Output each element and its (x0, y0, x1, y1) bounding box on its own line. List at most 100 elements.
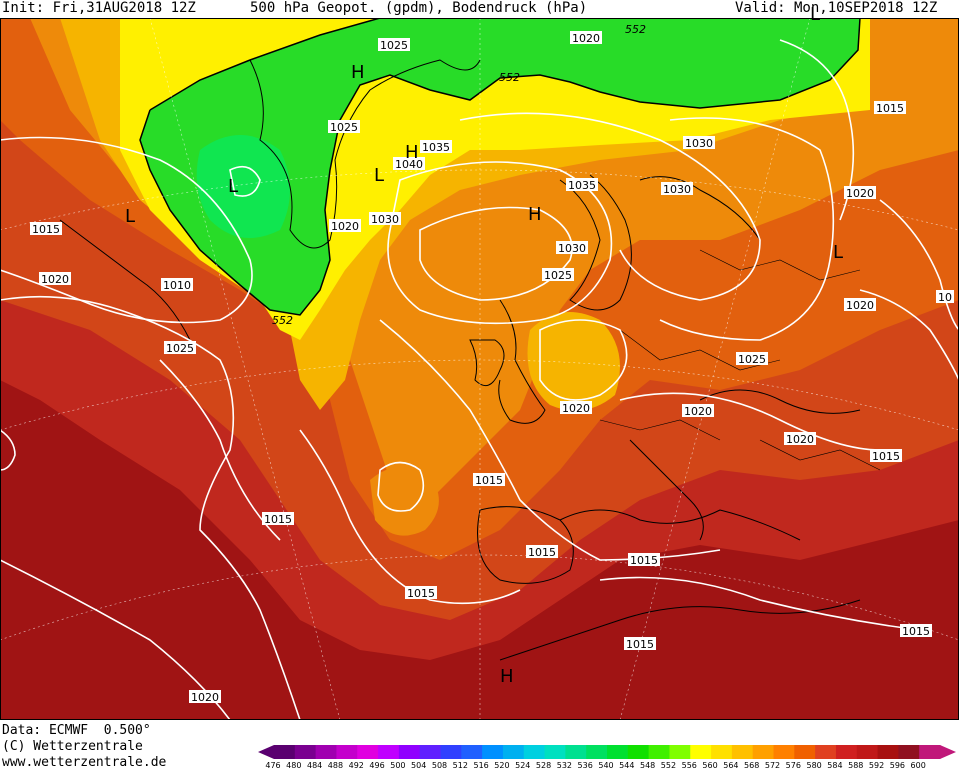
isobar-value: 1015 (876, 102, 904, 115)
isobar-value: 1020 (846, 187, 874, 200)
isobar-label: 1025 (542, 268, 574, 282)
colorbar-cell (586, 745, 608, 759)
colorbar-tick-label: 576 (786, 761, 801, 770)
isobar-value: 10 (938, 291, 952, 304)
colorbar-tick-label: 504 (411, 761, 426, 770)
isobar-value: 552 (499, 71, 520, 84)
colorbar-cell (378, 745, 400, 759)
colorbar-tick-label: 568 (744, 761, 759, 770)
colorbar-tick-label: 520 (494, 761, 509, 770)
colorbar-tick-label: 552 (661, 761, 676, 770)
colorbar: 476 480 484 488 492 496 500 504 508 512 516 520 524 5… (258, 745, 956, 770)
colorbar-tick-label: 484 (307, 761, 322, 770)
colorbar-cell (523, 745, 546, 759)
isobar-label: 1015 (526, 545, 558, 559)
colorbar-cell (357, 745, 379, 759)
isobars (0, 39, 959, 720)
contour-label: 552 (625, 23, 646, 36)
isobar-value: 1020 (191, 691, 219, 704)
colorbar-cell (690, 745, 712, 759)
website-url: www.wetterzentrale.de (2, 755, 167, 770)
colorbar-cell (919, 745, 941, 759)
isobar-value: 552 (625, 23, 646, 36)
shade-orange-blob (370, 466, 439, 536)
colorbar-cell (315, 745, 337, 759)
isobar-value: 1010 (163, 279, 191, 292)
colorbar-cell (648, 745, 670, 759)
isobar-label: 1015 (405, 586, 437, 600)
colorbar-tick-label: 500 (390, 761, 405, 770)
colorbar-tick-label: 516 (473, 761, 488, 770)
isobar-label: 1030 (556, 241, 588, 255)
colorbar-tick-label: 536 (578, 761, 593, 770)
colorbar-cell (565, 745, 587, 759)
isobar-label: 1020 (560, 401, 592, 415)
colorbar-tick-label: 476 (265, 761, 280, 770)
isobar-value: 1015 (902, 625, 930, 638)
colorbar-cell (336, 745, 358, 759)
isobar-value: 1020 (786, 433, 814, 446)
contour-label: 552 (499, 71, 520, 84)
colorbar-cell (835, 745, 858, 759)
isobar-label: 1015 (874, 101, 906, 115)
colorbar-cell (440, 745, 462, 759)
isobar-value: 1015 (872, 450, 900, 463)
high-pressure-marker: H (500, 666, 514, 687)
colorbar-tick-label: 572 (765, 761, 780, 770)
low-pressure-marker: L (374, 165, 384, 186)
shade-bright-green (196, 135, 290, 238)
colorbar-tick-label: 580 (806, 761, 821, 770)
isobar-value: 1035 (422, 141, 450, 154)
map-title: 500 hPa Geopot. (gpdm), Bodendruck (hPa) (250, 0, 588, 16)
high-pressure-marker: H (528, 204, 542, 225)
isobar-value: 1030 (663, 183, 691, 196)
colorbar-tick-label: 492 (349, 761, 364, 770)
isobar-value: 1020 (331, 220, 359, 233)
colorbar-tick-label: 512 (453, 761, 468, 770)
colorbar-tick-label: 508 (432, 761, 447, 770)
isobar-label: 1020 (682, 404, 714, 418)
isobar-label: 1015 (262, 512, 294, 526)
high-pressure-marker: H (405, 142, 419, 163)
colorbar-cell (419, 745, 441, 759)
isobar-value: 1015 (32, 223, 60, 236)
low-pressure-marker: L (125, 206, 135, 227)
isobar-label: 1015 (624, 637, 656, 651)
isobar-value: 1015 (630, 554, 658, 567)
colorbar-cell (731, 745, 754, 759)
isobar-label: 1025 (736, 352, 768, 366)
colorbar-cell (815, 745, 837, 759)
high-pressure-marker: H (351, 62, 365, 83)
shade-green (140, 18, 860, 315)
colorbar-tick-label: 488 (328, 761, 343, 770)
isobar-label: 1020 (844, 298, 876, 312)
colorbar-cell (461, 745, 483, 759)
colorbar-tick-label: 540 (598, 761, 613, 770)
isobar-value: 1015 (626, 638, 654, 651)
colorbar-cell (773, 745, 795, 759)
shade-gold-blob (527, 312, 620, 411)
isobar-label: 1015 (628, 553, 660, 567)
colorbar-cell (627, 745, 650, 759)
colorbar-min-arrow (258, 745, 274, 759)
colorbar-cell (711, 745, 733, 759)
isobar-value: 1015 (475, 474, 503, 487)
colorbar-tick-label: 600 (911, 761, 926, 770)
low-pressure-marker: L (810, 4, 820, 25)
isobar-value: 1015 (264, 513, 292, 526)
isobar-value: 1020 (846, 299, 874, 312)
isobar-label: 1020 (39, 272, 71, 286)
isobar-value: 1025 (166, 342, 194, 355)
colorbar-cell (877, 745, 899, 759)
colorbar-cell (544, 745, 566, 759)
isobar-label: 1030 (683, 136, 715, 150)
colorbar-tick-label: 584 (827, 761, 842, 770)
valid-time: Valid: Mon,10SEP2018 12Z (735, 0, 938, 16)
colorbar-tick-label: 480 (286, 761, 301, 770)
colorbar-cell (607, 745, 629, 759)
colorbar-cell (502, 745, 525, 759)
isobar-label: 1015 (30, 222, 62, 236)
